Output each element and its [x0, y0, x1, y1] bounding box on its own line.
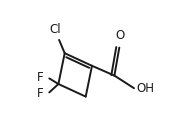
- Text: F: F: [37, 71, 44, 84]
- Text: OH: OH: [137, 82, 155, 95]
- Text: F: F: [37, 87, 44, 100]
- Text: Cl: Cl: [50, 23, 61, 36]
- Text: O: O: [115, 29, 125, 42]
